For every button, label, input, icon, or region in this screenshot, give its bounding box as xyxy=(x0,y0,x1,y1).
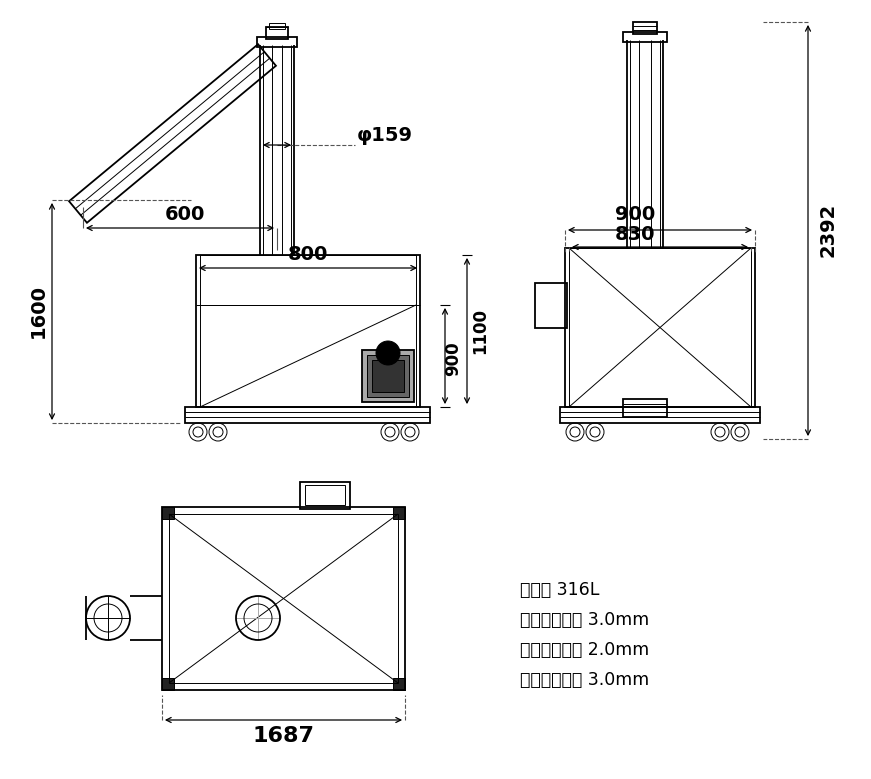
Text: 储料仓板厚： 2.0mm: 储料仓板厚： 2.0mm xyxy=(520,641,649,659)
Text: 2392: 2392 xyxy=(819,203,838,257)
Text: φ159: φ159 xyxy=(357,125,413,144)
Bar xyxy=(372,360,404,392)
Bar xyxy=(162,507,405,690)
Bar xyxy=(200,255,416,407)
Text: 材质： 316L: 材质： 316L xyxy=(520,581,599,599)
Bar xyxy=(367,355,409,397)
Text: 1687: 1687 xyxy=(252,726,314,746)
Text: 1100: 1100 xyxy=(471,308,489,354)
Bar xyxy=(393,507,405,519)
Bar xyxy=(623,32,667,42)
Bar xyxy=(633,22,657,34)
Text: 赋旋叶片厚： 3.0mm: 赋旋叶片厚： 3.0mm xyxy=(520,671,649,689)
Bar xyxy=(162,507,174,519)
Bar xyxy=(393,678,405,690)
Bar xyxy=(266,27,288,39)
Bar xyxy=(257,37,297,47)
Text: 600: 600 xyxy=(165,205,206,224)
Text: 830: 830 xyxy=(615,224,655,244)
Text: 900: 900 xyxy=(615,205,655,224)
Bar xyxy=(162,678,174,690)
Text: 1600: 1600 xyxy=(29,284,48,338)
Bar xyxy=(196,255,420,407)
Bar xyxy=(269,23,285,29)
Bar xyxy=(623,399,667,417)
Text: 900: 900 xyxy=(444,342,462,376)
Bar xyxy=(565,248,755,407)
Text: 800: 800 xyxy=(287,245,328,263)
Text: 赋旋管壁厚： 3.0mm: 赋旋管壁厚： 3.0mm xyxy=(520,611,649,629)
Bar xyxy=(569,248,751,407)
Bar xyxy=(560,407,760,423)
Bar xyxy=(169,514,398,683)
Bar xyxy=(535,283,567,328)
Circle shape xyxy=(376,341,400,365)
Bar xyxy=(300,482,350,509)
Bar xyxy=(185,407,430,423)
Bar xyxy=(305,485,345,505)
Bar xyxy=(362,350,414,402)
